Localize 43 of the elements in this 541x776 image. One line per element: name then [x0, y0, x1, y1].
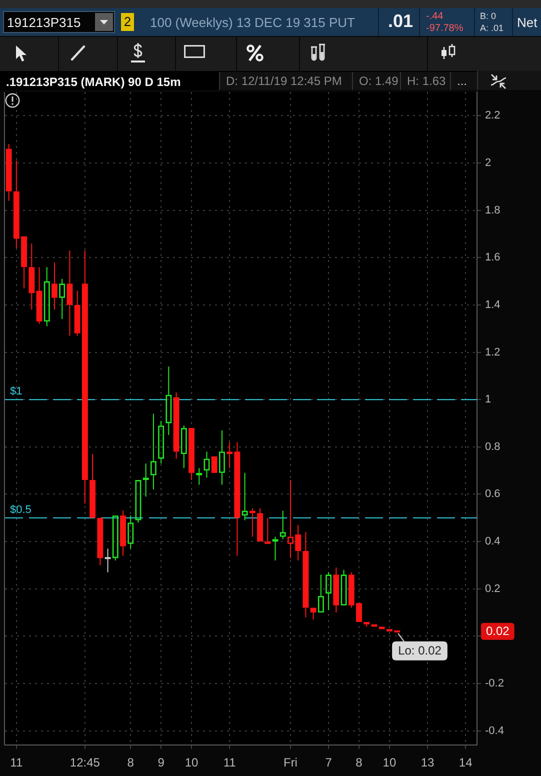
y-tick-label: 1.2 — [485, 346, 500, 358]
y-tick-label: 2.2 — [485, 110, 500, 122]
y-tick-label: 0.4 — [485, 536, 500, 548]
y-tick-label: -0.2 — [485, 678, 504, 690]
text: ... — [450, 72, 477, 91]
y-tick-label: 1.4 — [485, 298, 500, 311]
y-tick-label: 1.8 — [485, 204, 500, 216]
text: 2 — [121, 13, 134, 31]
x-tick-label: Fri — [283, 756, 298, 770]
annotation: Lo: 0.02 — [398, 644, 442, 658]
y-tick-label: 2 — [485, 157, 492, 170]
x-tick-label: 9 — [158, 756, 165, 770]
x-tick-label: 14 — [458, 756, 473, 770]
x-tick-label: 13 — [420, 756, 435, 770]
text: .01 — [388, 11, 414, 32]
y-tick-label: -0.4 — [485, 724, 504, 737]
x-tick-label: 8 — [356, 756, 363, 770]
text: H: 1.63 — [400, 72, 450, 91]
x-tick-label: 7 — [325, 756, 332, 770]
x-tick-label: 11 — [10, 756, 23, 770]
text: 0.02 — [486, 624, 510, 638]
y-tick-label: 1 — [485, 394, 492, 406]
x-tick-label: 8 — [127, 756, 134, 770]
text: -97.78% — [426, 23, 464, 34]
chart-subtitle: .191213P315 (MARK) 90 D 15m — [6, 75, 181, 89]
y-tick-label: 1.6 — [485, 252, 500, 264]
x-tick-label: 10 — [184, 756, 199, 770]
text: B: 0 — [480, 11, 496, 21]
text: Net — [517, 15, 538, 30]
text: 191213P315 — [7, 15, 81, 30]
ref-line-label: $0.5 — [10, 504, 32, 516]
text: O: 1.49 — [352, 72, 400, 91]
y-tick-label: 0.8 — [485, 440, 500, 453]
x-tick-label: 11 — [223, 756, 236, 770]
text: D: 12/11/19 12:45 PM — [219, 72, 352, 91]
ref-line-label: $1 — [10, 386, 22, 398]
y-tick-label: 0.2 — [485, 582, 500, 595]
chart-title: 100 (Weeklys) 13 DEC 19 315 PUT — [150, 15, 355, 30]
text: A: .01 — [480, 23, 504, 33]
text: -.44 — [426, 11, 444, 22]
x-tick-label: 10 — [382, 756, 396, 770]
x-tick-label: 12:45 — [70, 756, 100, 770]
y-tick-label: 0.6 — [485, 488, 500, 500]
